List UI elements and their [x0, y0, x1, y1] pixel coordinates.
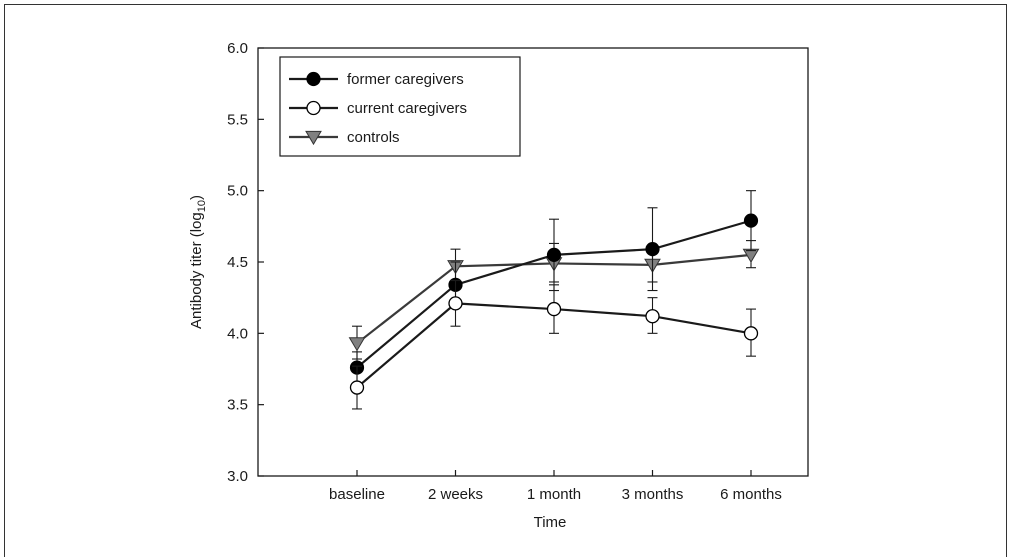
- y-tick-label: 3.5: [227, 397, 248, 414]
- x-tick-label: 3 months: [622, 486, 684, 503]
- data-point: [645, 242, 660, 257]
- legend-entry: controls: [289, 129, 400, 146]
- x-tick-label: 6 months: [720, 486, 782, 503]
- y-tick-label: 4.5: [227, 254, 248, 271]
- legend-marker: [306, 71, 321, 87]
- data-point: [743, 326, 759, 341]
- data-point: [349, 380, 365, 395]
- data-point: [546, 301, 562, 317]
- series-current-caregivers: [349, 279, 759, 410]
- legend-label: current caregivers: [347, 100, 467, 117]
- legend: former caregivers current caregivers contr…: [279, 56, 521, 157]
- data-point: [348, 337, 366, 352]
- data-point: [743, 213, 759, 228]
- x-axis: baseline 2 weeks 1 month 3 months 6 months: [329, 470, 782, 503]
- legend-entry: current caregivers: [289, 100, 467, 117]
- y-tick-label: 4.0: [227, 325, 248, 342]
- x-tick-label: 1 month: [527, 486, 581, 503]
- y-tick-label: 3.0: [227, 468, 248, 485]
- y-tick-label: 6.0: [227, 40, 248, 57]
- x-axis-title: Time: [534, 514, 567, 531]
- y-tick-label: 5.0: [227, 183, 248, 200]
- y-tick-label: 5.5: [227, 111, 248, 128]
- figure-frame: [4, 4, 1007, 557]
- legend-marker: [305, 130, 322, 146]
- data-point: [546, 247, 562, 262]
- legend-marker: [306, 100, 321, 116]
- data-point: [645, 309, 660, 324]
- legend-label: former caregivers: [347, 71, 464, 88]
- legend-entry: former caregivers: [289, 71, 464, 88]
- x-tick-label: 2 weeks: [428, 486, 483, 503]
- y-axis-title: Antibody titer (log10): [188, 195, 208, 329]
- legend-label: controls: [347, 129, 400, 146]
- y-axis: 3.0 3.5 4.0 4.5 5.0 5.5 6.0: [227, 40, 264, 485]
- series-layer: [348, 190, 760, 410]
- data-point: [448, 296, 463, 311]
- x-tick-label: baseline: [329, 486, 385, 503]
